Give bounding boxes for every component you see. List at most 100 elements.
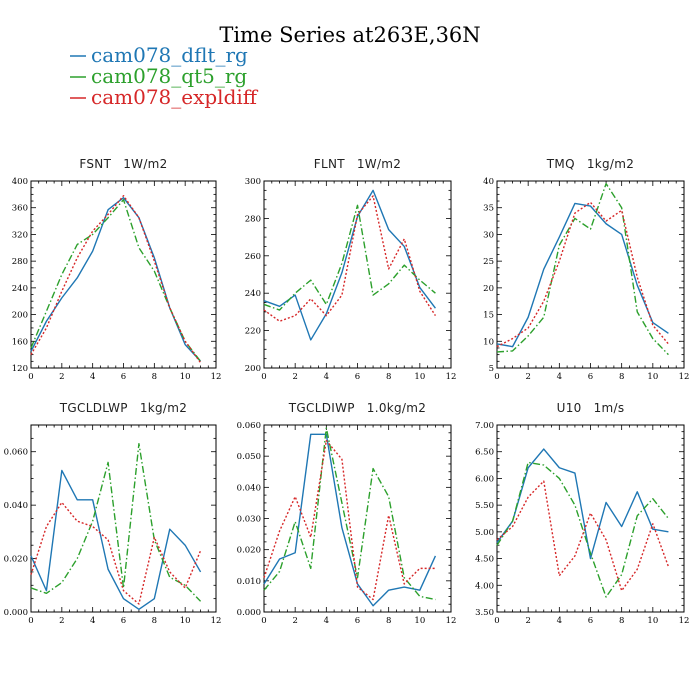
y-tick-label: 260 — [245, 252, 261, 262]
panel-var: TGCLDIWP — [288, 401, 355, 415]
panel-var: TGCLDLWP — [59, 401, 128, 415]
legend-label-dflt: cam078_dflt_rg — [91, 43, 248, 67]
x-tick-label: 6 — [121, 616, 126, 626]
x-tick-label: 0 — [494, 372, 499, 382]
y-tick-label: 280 — [245, 214, 261, 224]
y-tick-label: 0.000 — [237, 608, 261, 618]
series-line-dflt — [30, 469, 202, 611]
y-tick-label: 200 — [245, 364, 261, 374]
x-tick-label: 6 — [355, 616, 360, 626]
y-tick-label: 35 — [483, 204, 494, 214]
plot-frame — [496, 424, 685, 613]
y-tick-label: 5 — [489, 364, 494, 374]
x-tick-label: 10 — [180, 616, 191, 626]
y-tick-label: 3.50 — [475, 608, 494, 618]
panel-unit: 1m/s — [594, 401, 625, 415]
panel-unit: 1kg/m2 — [587, 157, 634, 171]
plot-frame — [496, 180, 685, 369]
y-tick-label: 280 — [12, 257, 28, 267]
y-tick-label: 320 — [12, 230, 28, 240]
series-line-qt5 — [496, 182, 669, 356]
series-line-dflt — [263, 433, 437, 607]
x-tick-label: 12 — [679, 372, 690, 382]
x-tick-label: 8 — [386, 616, 391, 626]
panel-var: FLNT — [314, 157, 345, 171]
panel-title: FSNT 1W/m2 — [79, 157, 167, 171]
x-tick-label: 12 — [679, 616, 690, 626]
series-line-expl — [496, 480, 670, 592]
series-line-qt5 — [496, 461, 669, 598]
panel-fsnt: FSNT 1W/m2 0 2 4 6 8 10 12 120 160 200 240 280 320 360 4… — [12, 157, 222, 382]
y-tick-label: 200 — [12, 311, 28, 321]
y-tick-label: 30 — [483, 230, 494, 240]
panel-unit: 1W/m2 — [123, 157, 167, 171]
figure-title: Time Series at263E,36N — [219, 23, 480, 47]
x-tick-label: 6 — [355, 372, 360, 382]
x-tick-label: 2 — [59, 372, 64, 382]
x-tick-label: 4 — [324, 616, 329, 626]
y-tick-label: 0.060 — [237, 421, 261, 431]
x-tick-label: 2 — [59, 616, 64, 626]
panel-title: FLNT 1W/m2 — [314, 157, 401, 171]
y-tick-label: 0.060 — [4, 448, 28, 458]
y-tick-label: 400 — [12, 177, 28, 187]
x-tick-label: 2 — [292, 372, 297, 382]
series-line-expl — [263, 439, 436, 601]
x-tick-label: 0 — [28, 372, 33, 382]
panel-var: FSNT — [79, 157, 111, 171]
legend-label-expl: cam078_expldiff — [91, 85, 259, 109]
x-tick-label: 10 — [647, 372, 658, 382]
y-tick-label: 120 — [12, 364, 28, 374]
y-tick-label: 15 — [483, 311, 494, 321]
x-tick-label: 6 — [588, 616, 593, 626]
x-tick-label: 6 — [121, 372, 126, 382]
x-tick-label: 4 — [557, 372, 562, 382]
y-tick-label: 10 — [483, 337, 494, 347]
panel-title: U10 1m/s — [557, 401, 625, 415]
x-tick-label: 12 — [446, 616, 457, 626]
series-line-qt5 — [263, 427, 436, 601]
series-line-dflt — [263, 189, 436, 341]
y-tick-label: 160 — [12, 337, 28, 347]
y-tick-label: 0.020 — [237, 546, 261, 556]
x-tick-label: 2 — [525, 616, 530, 626]
legend-label-qt5: cam078_qt5_rg — [91, 64, 247, 88]
panel-var: U10 — [557, 401, 582, 415]
x-tick-label: 2 — [292, 616, 297, 626]
x-tick-label: 2 — [525, 372, 530, 382]
series-line-qt5 — [30, 443, 202, 602]
x-tick-label: 12 — [211, 372, 222, 382]
y-tick-label: 0.050 — [237, 452, 261, 462]
legend: cam078_dflt_rgcam078_qt5_rgcam078_expldi… — [70, 43, 259, 109]
x-tick-label: 0 — [261, 372, 266, 382]
panel-unit: 1.0kg/m2 — [367, 401, 426, 415]
series-line-dflt — [496, 448, 669, 560]
y-tick-label: 25 — [483, 257, 494, 267]
x-tick-label: 8 — [386, 372, 391, 382]
y-tick-label: 5.50 — [475, 501, 494, 511]
y-tick-label: 4.50 — [475, 555, 494, 565]
series-line-qt5 — [30, 198, 202, 362]
y-tick-label: 6.00 — [475, 474, 494, 484]
y-tick-label: 0.020 — [4, 555, 28, 565]
panel-title: TGCLDLWP 1kg/m2 — [59, 401, 187, 415]
y-tick-label: 7.00 — [475, 421, 494, 431]
y-tick-label: 0.040 — [4, 501, 28, 511]
x-tick-label: 0 — [261, 616, 266, 626]
y-tick-label: 0.010 — [237, 577, 261, 587]
y-tick-label: 40 — [483, 177, 494, 187]
panel-var: TMQ — [546, 157, 575, 171]
panel-u10: U10 1m/s 0 2 4 6 8 10 12 3.50 4.00 4.50 5.00 5.50 6.00… — [475, 401, 689, 626]
y-tick-label: 360 — [12, 204, 28, 214]
series-line-expl — [263, 195, 437, 322]
x-tick-label: 4 — [557, 616, 562, 626]
plot-frame — [30, 180, 217, 369]
y-tick-label: 240 — [12, 284, 28, 294]
x-tick-label: 6 — [588, 372, 593, 382]
panel-title: TGCLDIWP 1.0kg/m2 — [288, 401, 426, 415]
y-tick-label: 20 — [483, 284, 494, 294]
y-tick-label: 4.00 — [475, 581, 494, 591]
x-tick-label: 8 — [619, 372, 624, 382]
x-tick-label: 10 — [414, 372, 425, 382]
series-line-dflt — [496, 202, 669, 348]
